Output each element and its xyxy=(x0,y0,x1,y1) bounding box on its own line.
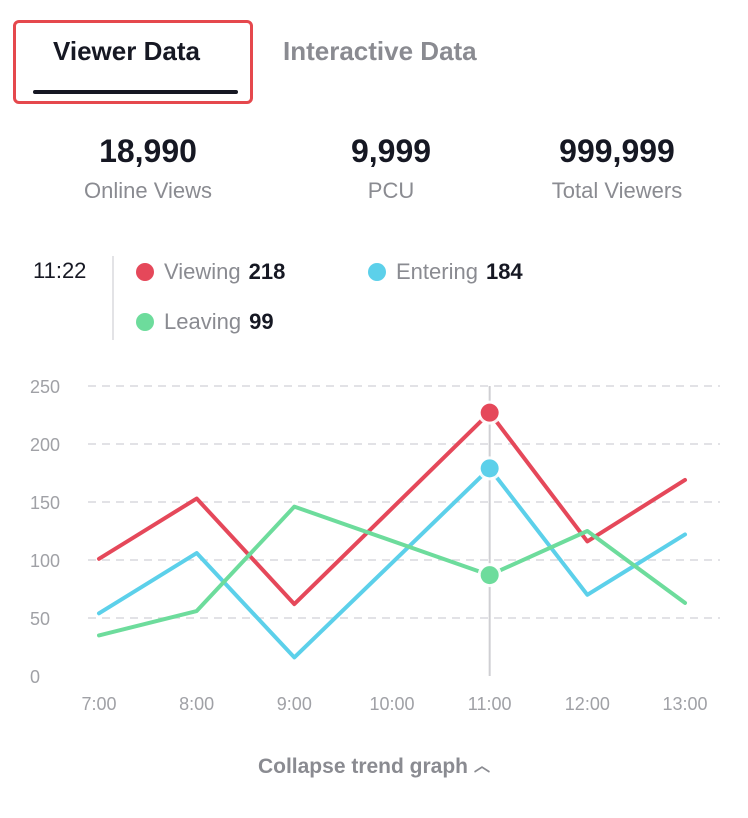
x-tick-label: 10:00 xyxy=(369,694,414,714)
collapse-label: Collapse trend graph xyxy=(257,755,468,778)
legend-name: Viewing xyxy=(164,259,241,284)
legend-item-leaving: Leaving 99 xyxy=(136,307,274,337)
stat-label: Online Views xyxy=(84,178,212,203)
highlight-point-leaving xyxy=(480,566,499,585)
highlight-point-entering xyxy=(480,459,499,478)
viewer-trend-chart[interactable]: 0 50 100 150 200 250 7:00 8:00 9:00 10:00 11:00 12:… xyxy=(0,370,748,730)
y-tick-label: 0 xyxy=(30,667,40,687)
chevron-up-icon: ︿ xyxy=(474,758,491,775)
x-tick-label: 8:00 xyxy=(179,694,214,714)
stat-online-views: 18,990 Online Views xyxy=(28,132,268,204)
highlight-point-viewing xyxy=(480,403,499,422)
legend-count: 99 xyxy=(249,309,274,334)
active-tab-underline xyxy=(33,90,238,94)
legend-dot xyxy=(136,313,154,331)
legend-divider xyxy=(112,256,114,340)
series-line-viewing xyxy=(97,410,687,607)
tab-bar: Viewer Data Interactive Data xyxy=(0,0,748,110)
legend-count: 218 xyxy=(248,259,286,284)
series-line-leaving xyxy=(97,504,687,638)
stat-pcu: 9,999 PCU xyxy=(271,132,511,204)
x-tick-label: 13:00 xyxy=(662,694,707,714)
y-tick-label: 250 xyxy=(30,377,60,397)
stat-value: 999,999 xyxy=(559,133,675,169)
tab-viewer-data[interactable]: Viewer Data xyxy=(53,36,200,66)
series-line-entering xyxy=(97,466,687,660)
tab-highlight-frame xyxy=(13,20,253,104)
legend-name: Entering xyxy=(396,259,478,284)
y-tick-label: 150 xyxy=(30,493,60,513)
legend-time: 11:22 xyxy=(33,258,87,283)
legend-item-entering: Entering 184 xyxy=(368,257,523,287)
y-tick-label: 50 xyxy=(30,609,50,629)
collapse-trend-graph-button[interactable]: Collapse trend graph ︿ xyxy=(0,752,748,779)
legend-dot xyxy=(136,263,154,281)
legend-count: 184 xyxy=(485,259,523,284)
stat-label: Total Viewers xyxy=(551,178,683,203)
y-tick-label: 200 xyxy=(30,435,60,455)
x-tick-label: 9:00 xyxy=(277,694,312,714)
legend-item-viewing: Viewing 218 xyxy=(136,257,285,287)
y-tick-label: 100 xyxy=(30,551,60,571)
chart-legend: 11:22 Viewing 218 Entering 184 Leaving 9… xyxy=(0,250,748,345)
x-tick-label: 11:00 xyxy=(468,694,512,714)
legend-name: Leaving xyxy=(164,309,242,334)
stat-label: PCU xyxy=(367,178,415,203)
stat-value: 9,999 xyxy=(350,133,432,169)
x-tick-label: 12:00 xyxy=(565,694,610,714)
tab-interactive-data[interactable]: Interactive Data xyxy=(283,36,477,66)
stat-value: 18,990 xyxy=(99,133,197,169)
legend-dot xyxy=(368,263,386,281)
x-tick-label: 7:00 xyxy=(81,694,116,714)
stat-total-viewers: 999,999 Total Viewers xyxy=(497,132,737,204)
stats-row: 18,990 Online Views 9,999 PCU 999,999 To… xyxy=(0,132,748,212)
